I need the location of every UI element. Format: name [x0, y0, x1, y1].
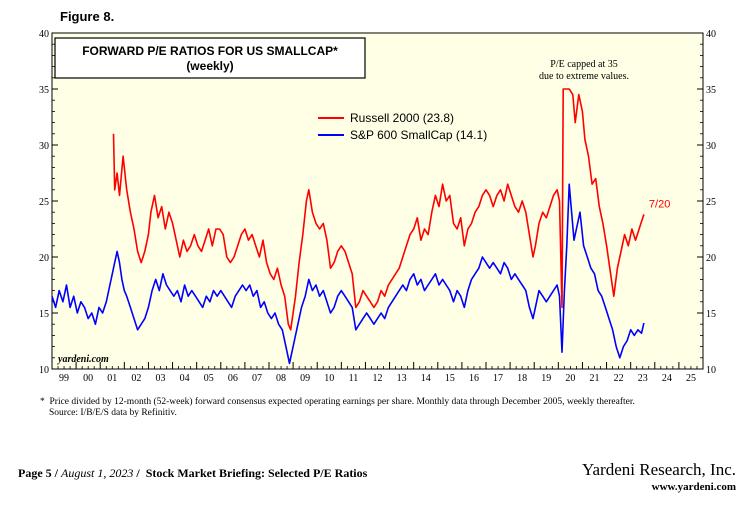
x-tick-label: 24 — [662, 373, 672, 384]
y-tick-label-right: 40 — [706, 29, 716, 40]
x-tick-label: 18 — [517, 373, 527, 384]
legend-label-sp600: S&P 600 SmallCap (14.1) — [350, 128, 487, 142]
x-tick-label: 22 — [614, 373, 624, 384]
x-tick-label: 16 — [469, 373, 479, 384]
x-tick-label: 17 — [493, 373, 503, 384]
axis-ticks — [51, 32, 704, 370]
y-axis-right-labels: 10 15 20 25 30 35 40 — [706, 29, 716, 376]
y-tick-label-left: 15 — [39, 309, 49, 320]
y-tick-label-left: 40 — [39, 29, 49, 40]
x-tick-label: 10 — [324, 373, 334, 384]
footnote-source: Source: I/B/E/S data by Refinitiv. — [49, 408, 177, 418]
series-layer — [51, 88, 645, 365]
chart: 10 15 20 25 30 35 40 10 15 20 25 30 35 40 99 00 01 02 03… — [39, 29, 716, 384]
y-tick-label-right: 20 — [706, 253, 716, 264]
y-tick-label-left: 35 — [39, 85, 49, 96]
annotation-line-1: P/E capped at 35 — [550, 59, 617, 70]
y-tick-label-left: 10 — [39, 365, 49, 376]
x-tick-label: 05 — [204, 373, 214, 384]
footer-left: Page 5 / August 1, 2023 / Stock Market B… — [18, 466, 368, 480]
y-tick-label-left: 30 — [39, 141, 49, 152]
y-tick-label-right: 35 — [706, 85, 716, 96]
x-tick-label: 14 — [421, 373, 431, 384]
annotation-line-2: due to extreme values. — [539, 71, 629, 82]
title-box — [54, 37, 366, 79]
x-tick-label: 01 — [107, 373, 117, 384]
footer-title: Stock Market Briefing: Selected P/E Rati… — [145, 466, 368, 480]
footer-date: August 1, 2023 — [61, 466, 134, 480]
x-tick-label: 09 — [300, 373, 310, 384]
series-line-russell-2000 — [112, 88, 645, 331]
legend-label-russell: Russell 2000 (23.8) — [350, 111, 454, 125]
footer-right: Yardeni Research, Inc. www.yardeni.com — [582, 460, 736, 493]
company-name: Yardeni Research, Inc. — [581, 460, 736, 479]
footnote-text: Price divided by 12-month (52-week) forw… — [49, 397, 635, 407]
footnote: * Price divided by 12-month (52-week) fo… — [40, 397, 740, 419]
x-tick-label: 04 — [180, 373, 190, 384]
x-tick-label: 03 — [156, 373, 166, 384]
x-tick-label: 20 — [565, 373, 575, 384]
end-date-label: 7/20 — [649, 198, 670, 210]
y-axis-left-labels: 10 15 20 25 30 35 40 — [39, 29, 49, 376]
y-tick-label-right: 10 — [706, 365, 716, 376]
legend: Russell 2000 (23.8) S&P 600 SmallCap (14… — [318, 111, 487, 142]
watermark: yardeni.com — [57, 354, 109, 365]
x-tick-label: 06 — [228, 373, 238, 384]
x-tick-label: 12 — [373, 373, 383, 384]
x-axis-labels: 99 00 01 02 03 04 05 06 07 08 09 10 11 12 13 14 15 16 17 18… — [59, 373, 696, 384]
series-line-sp600-smallcap — [51, 183, 645, 365]
x-tick-label: 13 — [397, 373, 407, 384]
x-tick-label: 08 — [276, 373, 286, 384]
y-tick-label-right: 30 — [706, 141, 716, 152]
x-tick-label: 99 — [59, 373, 69, 384]
x-tick-label: 02 — [131, 373, 141, 384]
y-tick-label-left: 25 — [39, 197, 49, 208]
y-tick-label-right: 15 — [706, 309, 716, 320]
x-tick-label: 25 — [686, 373, 696, 384]
x-tick-label: 19 — [541, 373, 551, 384]
company-url: www.yardeni.com — [651, 481, 736, 493]
y-tick-label-left: 20 — [39, 253, 49, 264]
footnote-line-1: * Price divided by 12-month (52-week) fo… — [40, 397, 635, 407]
chart-title: FORWARD P/E RATIOS FOR US SMALLCAP* — [82, 44, 338, 58]
x-tick-label: 07 — [252, 373, 262, 384]
x-tick-label: 21 — [590, 373, 600, 384]
figure-label: Figure 8. — [60, 9, 115, 24]
y-tick-label-right: 25 — [706, 197, 716, 208]
chart-subtitle: (weekly) — [186, 59, 233, 73]
x-tick-label: 00 — [83, 373, 93, 384]
x-tick-label: 23 — [638, 373, 648, 384]
x-tick-label: 11 — [349, 373, 359, 384]
x-tick-label: 15 — [445, 373, 455, 384]
page-number: Page 5 — [18, 466, 52, 480]
